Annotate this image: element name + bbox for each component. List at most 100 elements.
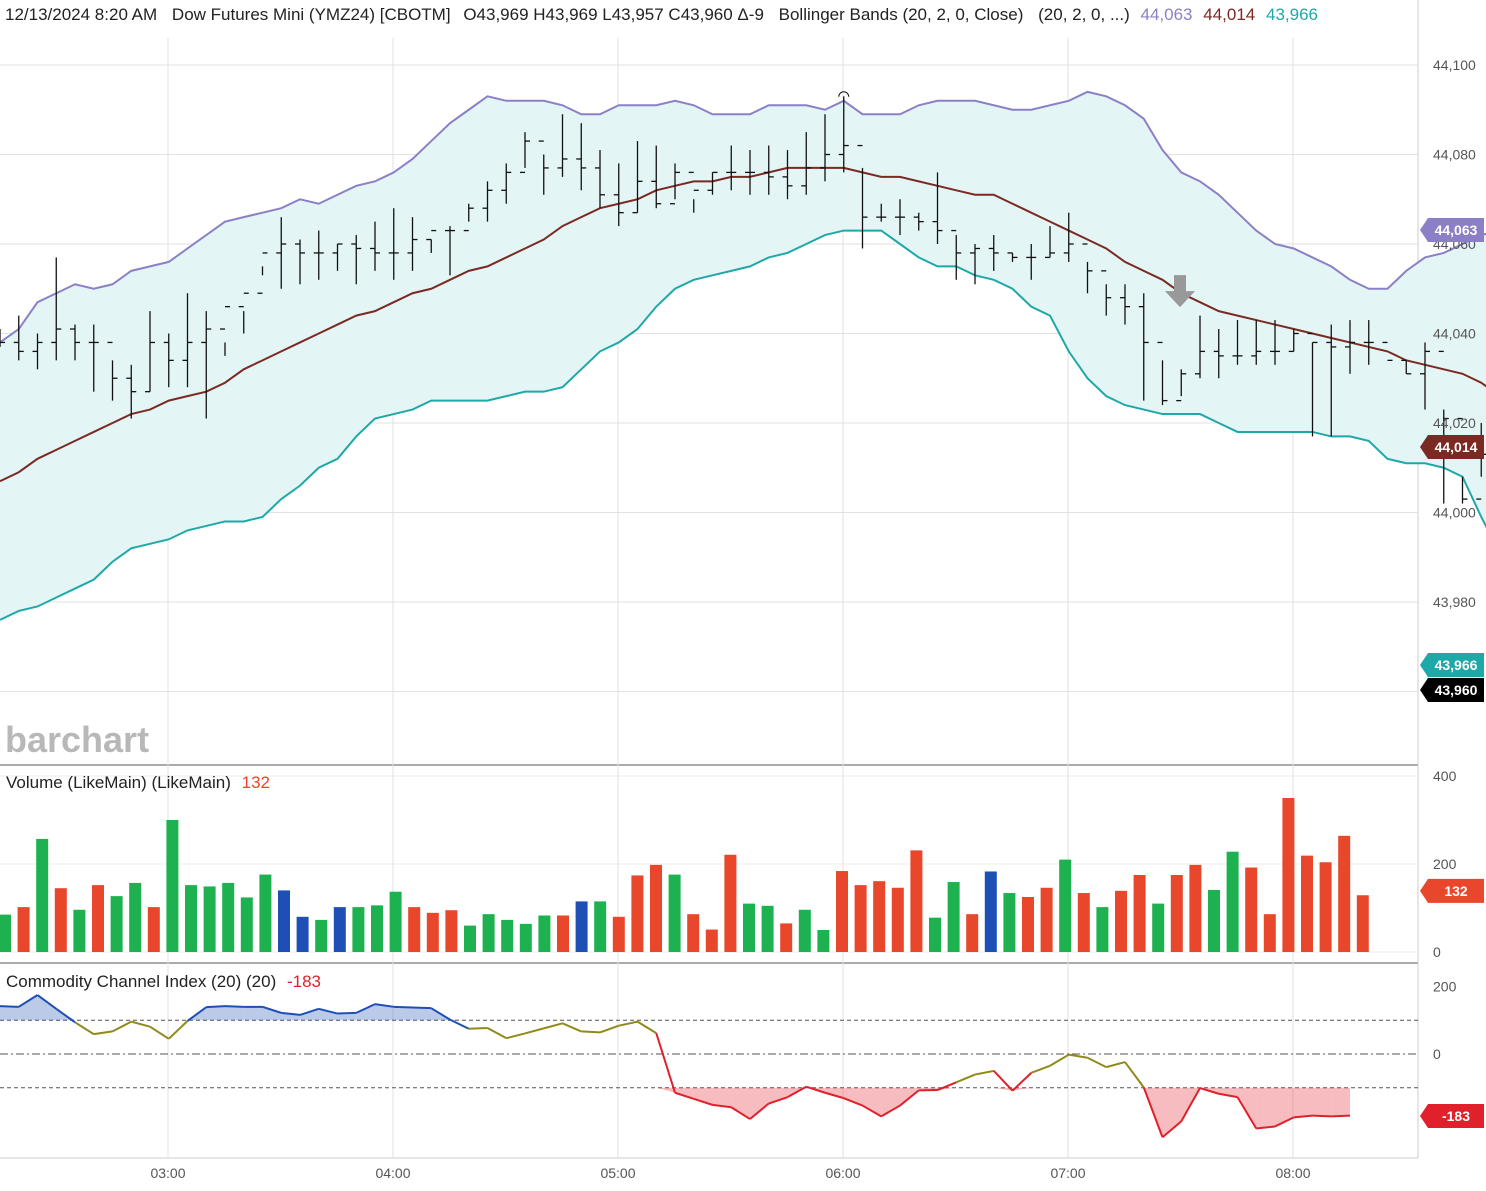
ohlc-bar	[857, 144, 868, 249]
ohlc-bar	[0, 329, 5, 347]
cci-segment	[1180, 1087, 1201, 1122]
ohlc-bar	[70, 324, 80, 361]
cci-segment	[1011, 1072, 1032, 1092]
ohlc-bar	[1382, 341, 1393, 362]
volume-bar	[1319, 862, 1332, 952]
cci-tag-label: -183	[1442, 1108, 1470, 1124]
price-tick-label: 44,040	[1433, 326, 1476, 342]
ohlc-bar	[820, 114, 830, 182]
cci-segment	[1068, 1053, 1088, 1059]
volume-bar	[389, 891, 402, 952]
cci-segment	[1199, 1087, 1220, 1095]
price-tick-label: 43,980	[1433, 594, 1476, 610]
ohlc-bar	[1138, 293, 1149, 401]
cci-segment	[149, 1025, 170, 1040]
ohlc-bar	[482, 181, 493, 222]
ohlc-bar	[1270, 320, 1280, 365]
cci-fill-below	[1275, 1087, 1294, 1127]
volume-bar	[575, 901, 588, 952]
volume-bar	[36, 838, 49, 952]
price-tag: 43,960	[1420, 678, 1484, 702]
ohlc-bar	[1213, 329, 1224, 379]
ohlc-bar	[501, 163, 512, 204]
cci-segment	[318, 1007, 338, 1015]
cci-fill-below	[1237, 1087, 1257, 1129]
price-tick-label: 44,100	[1433, 57, 1476, 73]
cci-fill-above	[412, 1007, 432, 1021]
cci-segment	[1030, 1064, 1051, 1074]
time-tick-label: 07:00	[1050, 1165, 1085, 1181]
cci-fill-above	[450, 1019, 469, 1021]
ohlc-bar	[182, 293, 193, 388]
cci-segment	[636, 1020, 657, 1034]
price-tag-label: 44,063	[1435, 222, 1478, 238]
volume-bar	[1356, 895, 1369, 952]
volume-bar	[1301, 855, 1313, 952]
price-tag: 44,014	[1420, 435, 1484, 459]
cci-segment	[730, 1106, 751, 1120]
cci-segment	[1256, 1125, 1276, 1130]
ohlc-bar	[651, 145, 662, 209]
cci-segment	[337, 1011, 357, 1015]
volume-bar	[798, 909, 811, 952]
cci-segment	[693, 1097, 713, 1106]
cci-segment	[1142, 1087, 1164, 1138]
cci-segment	[112, 1020, 132, 1033]
cci-fill-below	[1218, 1087, 1238, 1098]
volume-bar	[1170, 875, 1183, 952]
volume-bar	[371, 905, 383, 952]
ohlc-bar	[782, 150, 793, 200]
cci-fill-above	[206, 1006, 225, 1021]
cci-segment	[355, 1003, 376, 1014]
ohlc-bar	[163, 333, 174, 388]
ohlc-bar	[688, 171, 699, 213]
price-tick-label: 44,080	[1433, 147, 1476, 163]
bollinger-bands	[0, 90, 1486, 621]
cci-segment	[768, 1096, 788, 1105]
ohlc-bar	[557, 114, 568, 177]
volume-bar	[1338, 835, 1351, 952]
volume-bar	[0, 914, 11, 952]
volume-bar	[54, 888, 67, 952]
header-study-params: (20, 2, 0, ...)	[1038, 5, 1130, 24]
cci-segment	[1161, 1120, 1182, 1139]
header-symbol: Dow Futures Mini (YMZ24) [CBOTM]	[172, 5, 451, 24]
ohlc-bar	[1326, 324, 1337, 437]
cci-segment	[1331, 1114, 1351, 1118]
volume-bar	[278, 890, 290, 952]
volume-bar	[743, 903, 755, 952]
ohlc-bar	[32, 333, 43, 370]
cci-fill-above	[262, 1006, 282, 1021]
volume-bar	[259, 874, 272, 952]
ohlc-bar	[763, 145, 774, 195]
time-tick-label: 04:00	[375, 1165, 410, 1181]
cci-segment	[524, 1027, 545, 1035]
ohlc-bar	[351, 235, 362, 285]
high-marker	[838, 91, 850, 97]
price-tag-bg	[1420, 653, 1484, 677]
volume-bar	[612, 916, 625, 952]
price-tag: 44,063	[1420, 218, 1484, 242]
volume-bar	[538, 915, 551, 952]
volume-bar	[1077, 893, 1090, 952]
cci-segment	[749, 1102, 770, 1120]
volume-bar	[631, 875, 644, 952]
cci-segment	[0, 1005, 19, 1008]
cci-fill-above	[18, 995, 38, 1021]
volume-bar	[315, 919, 328, 952]
volume-bar	[891, 887, 904, 952]
cci-segment	[824, 1091, 845, 1100]
cci-fill-below	[1012, 1087, 1032, 1091]
cci-segment	[618, 1020, 638, 1027]
cci-value: -183	[287, 972, 321, 991]
time-tick-label: 05:00	[600, 1165, 635, 1181]
volume-tag-label: 132	[1444, 883, 1468, 899]
ohlc-bar	[1045, 226, 1055, 259]
ohlc-bar	[707, 171, 718, 195]
volume-bar	[1133, 875, 1146, 952]
ohlc-bar	[1251, 320, 1262, 365]
cci-fill-below	[993, 1087, 1013, 1091]
ohlc-bar	[1457, 417, 1468, 504]
cci-segment	[224, 1005, 244, 1008]
